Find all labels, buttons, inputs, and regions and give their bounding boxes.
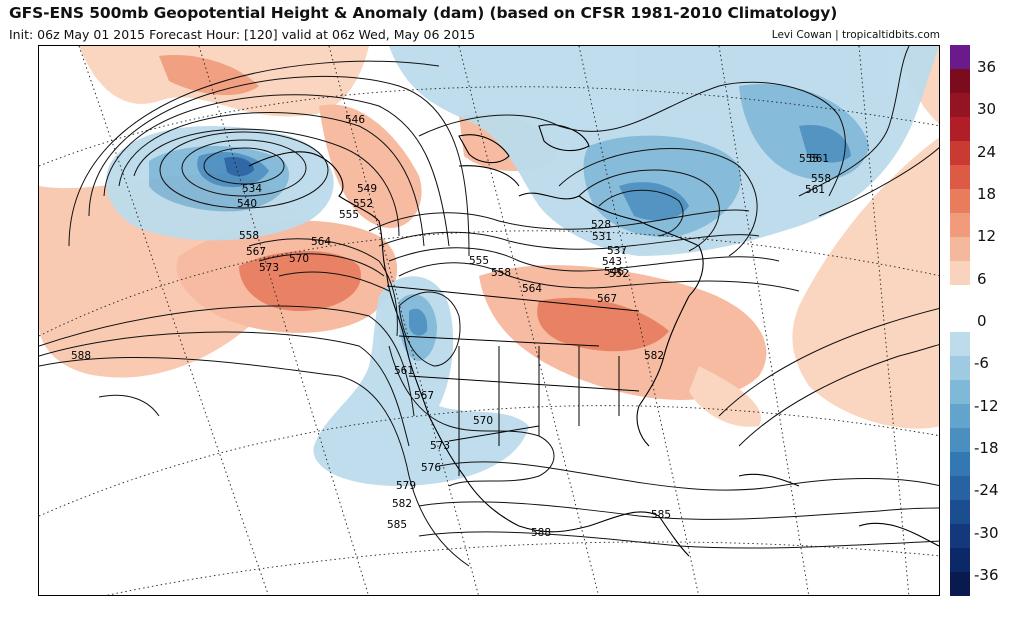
contour-label: 561	[394, 365, 414, 377]
anomaly-colorbar	[950, 45, 970, 597]
colorbar-segment	[950, 212, 970, 238]
colorbar-segment	[950, 308, 970, 333]
page-title: GFS-ENS 500mb Geopotential Height & Anom…	[9, 4, 838, 22]
colorbar-segment	[950, 332, 970, 357]
colorbar-tick-label: -36	[974, 566, 999, 584]
colorbar-segment	[950, 140, 970, 166]
contour-label: 537	[607, 245, 627, 257]
contour-label: 555	[339, 209, 359, 221]
contour-label: 570	[473, 415, 493, 427]
political-borders	[386, 285, 640, 476]
contour-label: 582	[392, 498, 412, 510]
colorbar-tick-label: -12	[974, 396, 999, 415]
contour-label: 540	[237, 198, 257, 210]
contour-label: 567	[597, 293, 617, 305]
colorbar-tick-label: 24	[977, 142, 997, 161]
colorbar-segment	[950, 524, 970, 549]
colorbar-segment	[950, 548, 970, 573]
contour-labels: 546 534 540 549 552 555 558 564 567 570 …	[71, 114, 831, 539]
colorbar-ticks: 36 30 24 18 12 6 0 -6 -12 -18 -24 -30 -36	[972, 45, 1024, 596]
contour-label: 531	[592, 231, 612, 243]
contour-label: 588	[71, 350, 91, 362]
forecast-subtitle: Init: 06z May 01 2015 Forecast Hour: [12…	[9, 27, 476, 42]
contour-label: 546	[345, 114, 365, 126]
contour-label: 555	[469, 255, 489, 267]
colorbar-segment	[950, 572, 970, 597]
colorbar-segment	[950, 45, 970, 70]
contour-label: 570	[289, 253, 309, 265]
contour-label: 567	[246, 246, 266, 258]
colorbar-segment	[950, 404, 970, 429]
colorbar-segment	[950, 260, 970, 286]
contour-label: 561	[805, 184, 825, 196]
colorbar-segment	[950, 116, 970, 142]
contour-label: 579	[396, 480, 416, 492]
contour-label: 558	[491, 267, 511, 279]
colorbar-tick-label: 6	[977, 269, 987, 288]
positive-anomaly-layer	[39, 46, 939, 429]
colorbar-tick-label: 36	[977, 58, 997, 76]
contour-label: 582	[644, 350, 664, 362]
contour-label: 588	[531, 527, 551, 539]
contour-label: 576	[421, 462, 441, 474]
colorbar-tick-label: 0	[977, 312, 987, 330]
contour-label: 528	[591, 219, 611, 231]
colorbar-segment	[950, 428, 970, 453]
colorbar-segment	[950, 68, 970, 94]
contour-label: 552	[353, 198, 373, 210]
colorbar-segment	[950, 164, 970, 190]
contour-label: 558	[811, 173, 831, 185]
contour-label: 552	[609, 268, 629, 280]
credit-line: Levi Cowan | tropicaltidbits.com	[771, 29, 940, 41]
contour-label: 546	[604, 266, 624, 278]
colorbar-tick-label: -6	[974, 354, 989, 373]
contour-label: 543	[602, 256, 622, 268]
negative-anomaly-layer	[106, 46, 939, 486]
colorbar-segment	[950, 284, 970, 310]
map-svg: 546 534 540 549 552 555 558 564 567 570 …	[39, 46, 939, 595]
contour-label: 558	[239, 230, 259, 242]
contour-label: 585	[651, 509, 671, 521]
contour-label: 585	[387, 519, 407, 531]
contour-label: 555	[799, 153, 819, 165]
coastlines	[248, 124, 939, 557]
colorbar-segment	[950, 380, 970, 405]
colorbar-segment	[950, 188, 970, 214]
contour-label: 564	[522, 283, 542, 295]
colorbar-tick-label: -24	[974, 481, 999, 500]
colorbar-tick-label: -18	[974, 439, 999, 457]
colorbar-segment	[950, 356, 970, 381]
colorbar-tick-label: -30	[974, 523, 999, 542]
contour-label: 549	[357, 183, 377, 195]
contour-label: 573	[430, 440, 450, 452]
contour-label: 534	[242, 183, 262, 195]
colorbar-tick-label: 30	[977, 100, 997, 119]
map-panel: 546 534 540 549 552 555 558 564 567 570 …	[38, 45, 940, 596]
contour-label: 561	[809, 153, 829, 165]
contour-label: 564	[311, 236, 331, 248]
colorbar-segment	[950, 92, 970, 118]
contour-label: 567	[414, 390, 434, 402]
contour-label: 573	[259, 262, 279, 274]
height-contours	[39, 46, 939, 567]
colorbar-tick-label: 12	[977, 227, 997, 246]
latlon-grid	[39, 46, 939, 595]
colorbar-tick-label: 18	[977, 185, 997, 203]
colorbar-segment	[950, 236, 970, 262]
colorbar-segment	[950, 452, 970, 477]
colorbar-segment	[950, 476, 970, 501]
colorbar-segment	[950, 500, 970, 525]
